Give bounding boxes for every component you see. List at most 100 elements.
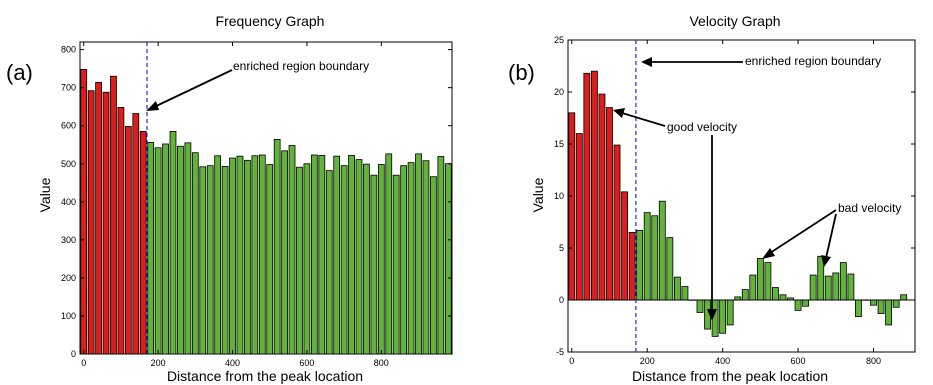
bar: [132, 113, 140, 355]
bar: [363, 163, 370, 355]
bar: [839, 262, 847, 301]
bar: [847, 273, 855, 301]
annotation-arrow: [621, 112, 666, 127]
x-tick-label: 200: [151, 358, 166, 368]
bar: [221, 166, 229, 355]
bar: [87, 90, 95, 355]
y-tick-label: 10: [554, 191, 564, 201]
velocity-graph: (b) Velocity Graph Value Distance from t…: [508, 13, 916, 384]
x-tick-label: 0: [81, 358, 86, 368]
x-axis-label: Distance from the peak location: [632, 368, 828, 384]
bar: [870, 299, 877, 306]
bar: [892, 299, 900, 308]
bar: [258, 154, 266, 355]
x-tick-label: 800: [866, 356, 881, 366]
bar: [303, 163, 311, 355]
bar: [422, 160, 430, 355]
bar: [296, 166, 303, 355]
annotation-arrow: [151, 69, 233, 109]
y-tick-label: 600: [61, 121, 76, 131]
bar: [681, 286, 689, 301]
bar: [568, 112, 576, 301]
plot-frame: [79, 41, 453, 355]
y-tick-label: 700: [61, 83, 76, 93]
bar: [696, 299, 704, 313]
bar: [124, 126, 132, 355]
annotation-label: enriched region boundary: [233, 59, 369, 73]
y-tick-label: -5: [556, 347, 564, 357]
bar: [658, 200, 666, 301]
annotation-arrowhead: [707, 309, 717, 321]
bar: [191, 152, 199, 355]
bar: [666, 237, 674, 301]
y-axis-label: Value: [530, 177, 546, 212]
bar: [726, 299, 734, 326]
bar: [900, 294, 908, 301]
bar: [110, 75, 117, 355]
y-tick-label: 5: [559, 243, 564, 253]
chart-title: Velocity Graph: [689, 13, 780, 29]
bar: [400, 165, 408, 355]
bar: [229, 157, 236, 355]
bar: [147, 142, 155, 355]
y-tick-label: 300: [61, 235, 76, 245]
bar: [199, 166, 207, 355]
annotation-arrowhead: [762, 248, 775, 259]
bar: [430, 176, 437, 355]
x-tick-label: 800: [374, 358, 389, 368]
bar: [266, 164, 274, 355]
bar: [756, 257, 764, 301]
bar: [621, 191, 628, 301]
bar: [407, 162, 415, 355]
x-tick-label: 0: [569, 356, 574, 366]
annotation-enriched-boundary: enriched region boundary: [745, 54, 881, 68]
bar: [764, 262, 772, 301]
annotation-arrow: [769, 209, 837, 254]
y-axis-label: Value: [37, 177, 53, 212]
bar: [236, 155, 244, 355]
chart-title: Frequency Graph: [216, 13, 325, 29]
bar: [333, 155, 341, 355]
bar: [583, 72, 591, 301]
bar: [80, 68, 88, 355]
bar: [169, 131, 177, 355]
bar: [779, 294, 787, 301]
bar: [673, 276, 681, 301]
bar: [802, 299, 810, 307]
bar: [318, 154, 326, 355]
bar: [651, 215, 659, 301]
x-tick-label: 400: [715, 356, 730, 366]
bar: [325, 170, 333, 355]
bar: [273, 139, 281, 355]
bar: [817, 255, 825, 301]
bar: [162, 143, 169, 355]
bar: [741, 289, 749, 301]
frequency-graph: (a) Frequency Graph Value Distance from …: [6, 13, 453, 384]
annotation-arrowhead: [613, 108, 625, 118]
bar: [444, 163, 452, 355]
bar: [310, 154, 318, 355]
annotation-arrow: [825, 213, 837, 259]
bar: [281, 150, 288, 355]
bar: [877, 299, 885, 314]
bar: [177, 145, 184, 355]
y-tick-label: 25: [554, 35, 564, 45]
bar: [206, 165, 214, 355]
bar: [102, 91, 110, 355]
bar: [575, 133, 583, 301]
bar: [392, 174, 400, 355]
bar: [772, 287, 779, 301]
bar: [719, 299, 727, 334]
bar: [606, 107, 613, 301]
y-tick-label: 15: [554, 139, 564, 149]
bar: [749, 274, 757, 301]
panel-label-b: (b): [508, 60, 535, 85]
bar: [590, 70, 598, 301]
annotation-arrowhead: [641, 57, 652, 67]
y-tick-label: 100: [61, 311, 76, 321]
y-tick-label: 400: [61, 197, 76, 207]
bar: [355, 159, 363, 355]
bar: [377, 164, 385, 355]
annotation-bad-velocity: bad velocity: [838, 201, 901, 215]
bar: [288, 145, 296, 355]
